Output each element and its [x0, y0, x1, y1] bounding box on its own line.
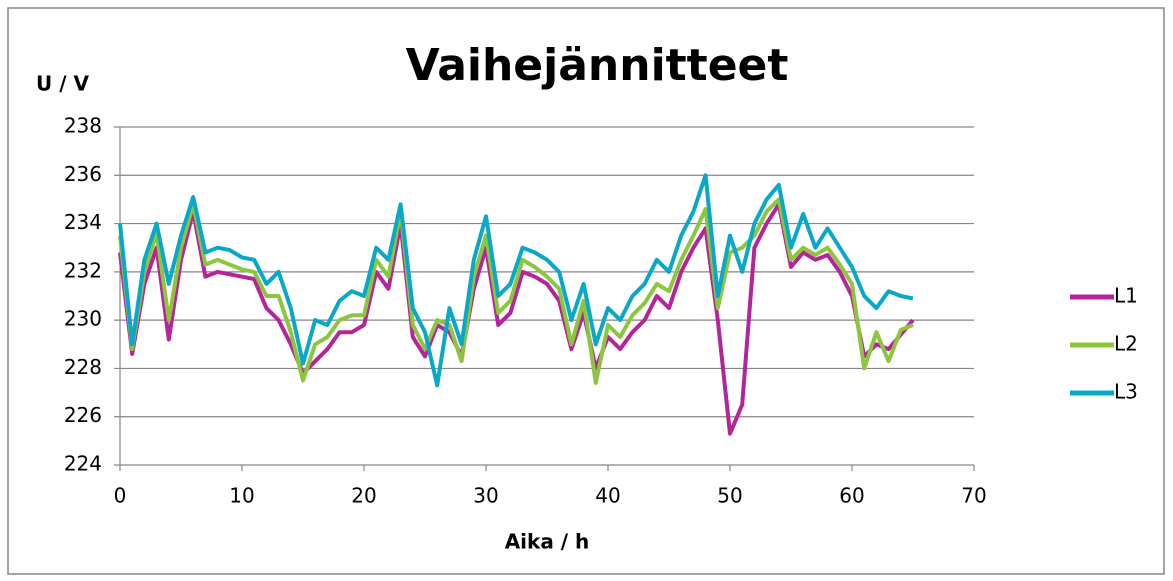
- x-tick-label: 40: [595, 484, 620, 508]
- legend-label: L2: [1114, 332, 1138, 356]
- y-tick-label: 228: [64, 355, 102, 379]
- series-line: [118, 173, 914, 388]
- series-line: [118, 197, 914, 385]
- y-axis-label: U / V: [36, 72, 89, 96]
- x-tick-label: 10: [229, 484, 254, 508]
- y-tick-label: 238: [64, 114, 102, 138]
- chart-title: Vaihejännitteet: [406, 40, 789, 91]
- y-tick-label: 232: [64, 258, 102, 282]
- y-tick-label: 236: [64, 162, 102, 186]
- y-tick-label: 234: [64, 210, 102, 234]
- y-tick-label: 224: [64, 452, 102, 476]
- x-tick-label: 60: [839, 484, 864, 508]
- x-axis-label: Aika / h: [505, 530, 590, 554]
- x-tick-label: 70: [961, 484, 986, 508]
- x-tick-label: 0: [114, 484, 127, 508]
- y-tick-label: 230: [64, 307, 102, 331]
- x-tick-label: 30: [473, 484, 498, 508]
- legend-label: L3: [1114, 380, 1138, 404]
- x-tick-label: 20: [351, 484, 376, 508]
- y-tick-label: 226: [64, 403, 102, 427]
- x-tick-label: 50: [717, 484, 742, 508]
- legend-label: L1: [1114, 284, 1138, 308]
